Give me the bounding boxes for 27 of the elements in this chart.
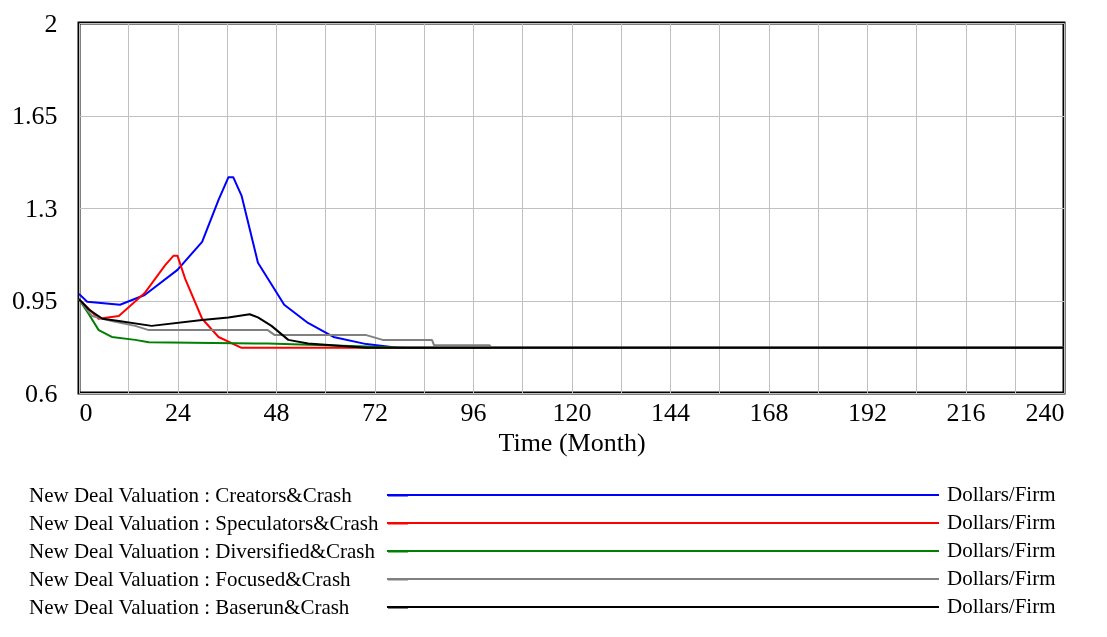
x-tick-label: 192: [848, 397, 887, 427]
text: Dollars/Firm: [947, 482, 1056, 506]
text: Dollars/Firm: [947, 566, 1056, 590]
text: Dollars/Firm: [947, 538, 1056, 562]
x-tick-label: 0: [79, 397, 93, 427]
text: Dollars/Firm: [947, 594, 1056, 618]
x-tick-label: 120: [552, 397, 592, 427]
x-tick-label: 96: [460, 397, 487, 427]
x-tick-label: 48: [263, 397, 290, 427]
x-tick-label: 24: [165, 397, 191, 427]
x-axis-title: Time (Month): [498, 427, 646, 457]
x-tick-label: 216: [946, 397, 986, 427]
legend-label: New Deal Valuation : Diversified&Crash: [29, 538, 376, 563]
x-tick-label: 240: [1025, 397, 1065, 427]
legend-label: New Deal Valuation : Creators&Crash: [29, 482, 353, 507]
y-tick-label: 0.95: [12, 286, 58, 315]
x-tick-label: 144: [651, 397, 690, 427]
y-tick-label: 2: [44, 8, 58, 38]
legend-label: New Deal Valuation : Speculators&Crash: [29, 510, 380, 535]
legend-label: New Deal Valuation : Baserun&Crash: [29, 594, 350, 619]
x-tick-label: 72: [362, 397, 388, 427]
x-tick-label: 168: [749, 397, 789, 427]
y-tick-label: 1.65: [12, 101, 58, 130]
y-tick-label: 1.3: [25, 193, 58, 223]
legend-label: New Deal Valuation : Focused&Crash: [29, 566, 352, 591]
text: Dollars/Firm: [947, 510, 1056, 534]
y-tick-label: 0.6: [25, 378, 58, 408]
